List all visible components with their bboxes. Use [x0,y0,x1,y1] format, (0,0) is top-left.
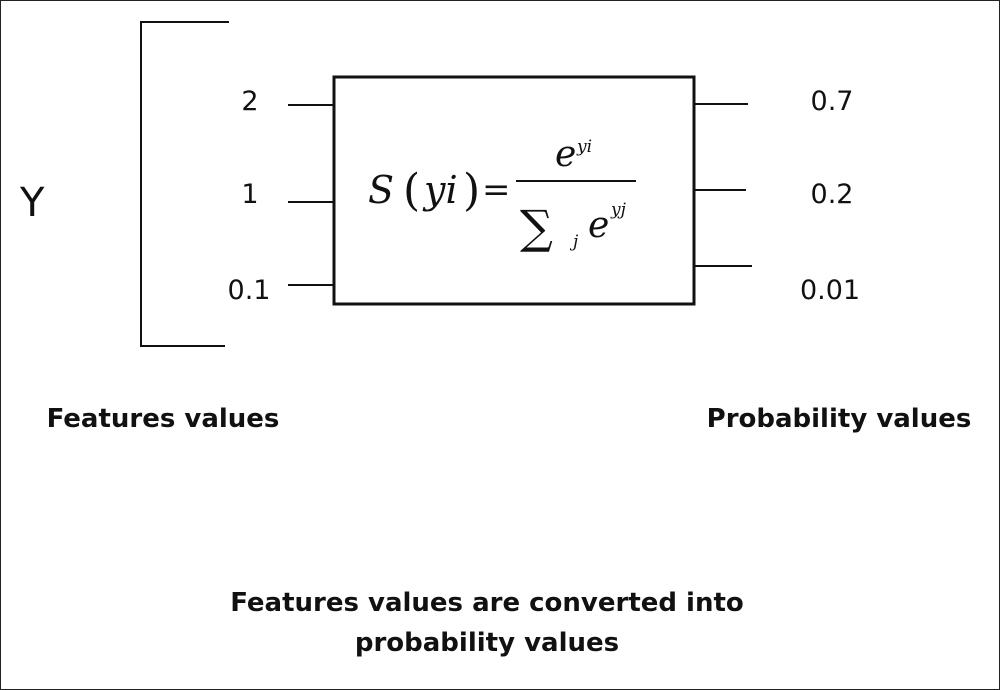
output-value-1: 0.7 [811,86,854,117]
bottom-caption-line-2: probability values [355,628,619,658]
softmax-box [332,75,696,306]
input-value-3: 0.1 [228,275,271,306]
input-value-1: 2 [241,86,258,117]
input-bracket [140,21,229,347]
formula-equals: = [482,170,511,210]
formula-close-paren: ) [463,165,480,216]
formula-open-paren: ( [403,165,420,216]
denominator-index: j [569,232,579,252]
output-value-2: 0.2 [811,179,854,210]
denominator-exponent: yj [610,200,627,220]
y-label: Y [19,180,45,226]
numerator-exponent: yi [576,137,592,157]
formula-arg: yi [422,168,458,212]
bottom-caption-line-1: Features values are converted into [230,588,744,618]
input-value-2: 1 [241,179,258,210]
output-caption: Probability values [707,404,972,434]
denominator-sum: ∑ [520,200,553,254]
numerator-base: e [555,134,576,175]
input-caption: Features values [47,404,280,434]
output-value-3: 0.01 [800,275,860,306]
denominator-base: e [588,205,609,246]
formula-s: S [368,168,394,212]
softmax-formula: S ( yi ) = e yi ∑ j e yj [368,134,636,254]
